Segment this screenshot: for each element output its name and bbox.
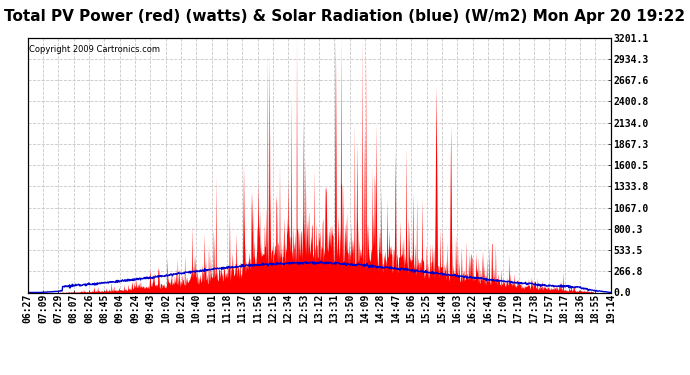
- Text: Total PV Power (red) (watts) & Solar Radiation (blue) (W/m2) Mon Apr 20 19:22: Total PV Power (red) (watts) & Solar Rad…: [4, 9, 686, 24]
- Text: Copyright 2009 Cartronics.com: Copyright 2009 Cartronics.com: [30, 45, 160, 54]
